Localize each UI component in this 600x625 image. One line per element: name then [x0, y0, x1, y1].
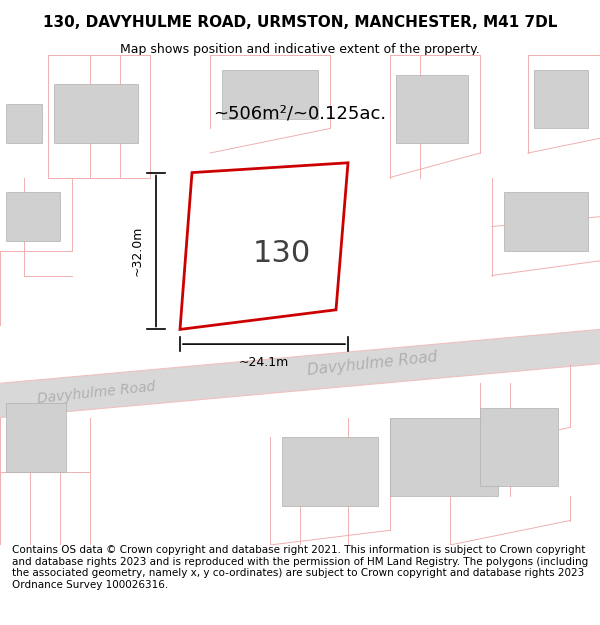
Text: ~32.0m: ~32.0m — [131, 226, 144, 276]
Text: ~506m²/~0.125ac.: ~506m²/~0.125ac. — [214, 105, 386, 122]
Bar — [396, 74, 468, 143]
Polygon shape — [0, 329, 600, 418]
Text: ~24.1m: ~24.1m — [239, 356, 289, 369]
Bar — [6, 104, 42, 143]
Bar — [390, 418, 498, 496]
Bar — [54, 84, 138, 143]
Bar — [228, 212, 336, 290]
Bar — [222, 70, 318, 119]
Bar — [282, 438, 378, 506]
Text: 130, DAVYHULME ROAD, URMSTON, MANCHESTER, M41 7DL: 130, DAVYHULME ROAD, URMSTON, MANCHESTER… — [43, 16, 557, 31]
Bar — [480, 408, 558, 486]
Bar — [534, 70, 588, 129]
Text: Davyhulme Road: Davyhulme Road — [306, 349, 438, 378]
Text: Contains OS data © Crown copyright and database right 2021. This information is : Contains OS data © Crown copyright and d… — [12, 545, 588, 590]
Text: 130: 130 — [253, 239, 311, 268]
Bar — [504, 192, 588, 251]
Text: Map shows position and indicative extent of the property.: Map shows position and indicative extent… — [120, 43, 480, 56]
Bar — [6, 192, 60, 241]
Bar — [6, 403, 66, 471]
Polygon shape — [180, 162, 348, 329]
Text: Davyhulme Road: Davyhulme Road — [36, 380, 156, 406]
